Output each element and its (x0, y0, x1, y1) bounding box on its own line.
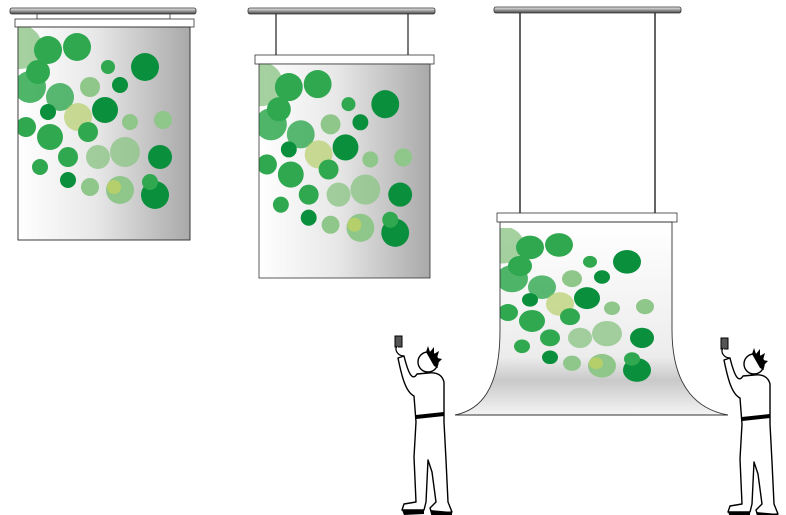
person-left (393, 334, 454, 515)
person-right (719, 336, 780, 515)
backdrop-deployed (454, 6, 729, 416)
rail (247, 7, 436, 15)
header-bar (254, 54, 435, 65)
rail (493, 6, 682, 14)
screen-rolled-up (9, 7, 197, 241)
header-bar (14, 18, 195, 28)
backdrop (455, 222, 728, 415)
screen-lowered (247, 7, 436, 279)
mount (36, 13, 171, 20)
header-bar (496, 212, 678, 223)
rail (9, 7, 197, 15)
